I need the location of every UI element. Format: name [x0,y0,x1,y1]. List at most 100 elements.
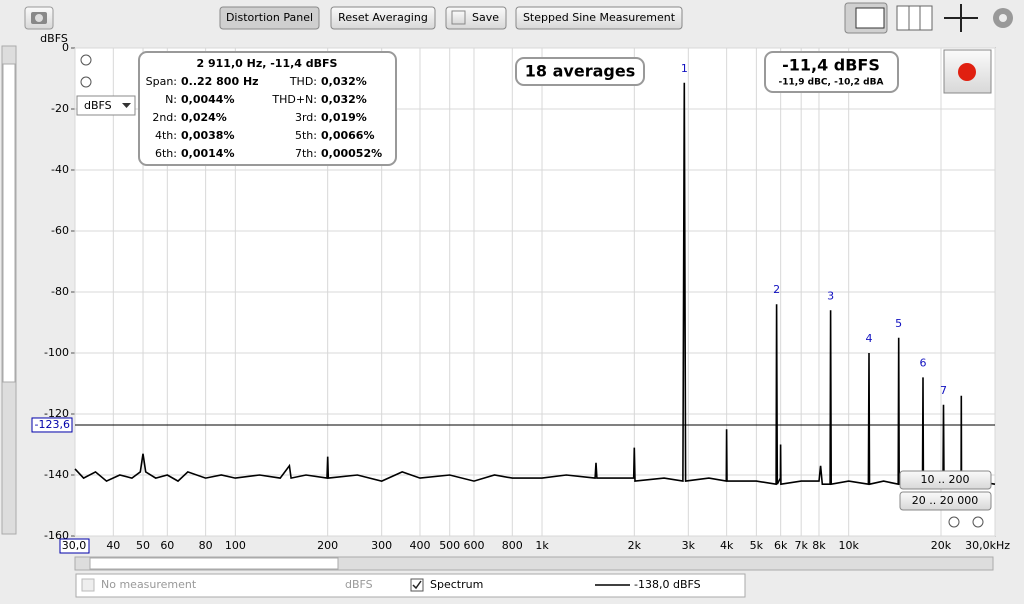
info-header: 2 911,0 Hz, -11,4 dBFS [197,57,338,70]
tick-label-box [59,538,90,554]
info-label: 5th: [295,129,317,142]
legend-unit: dBFS [345,578,373,591]
info-value: 0,00052% [321,147,382,160]
fit-button[interactable] [944,4,978,32]
x-tick-label: 50 [136,539,150,552]
info-value: 0,032% [321,75,367,88]
legend-value: -138,0 dBFS [634,578,701,591]
harmonic-label: 2 [773,283,780,296]
y-tick-label: -80 [51,285,69,298]
x-tick-label: 30,0 [62,539,87,552]
cursor-label-box [31,417,73,433]
checkbox[interactable] [81,578,95,592]
level-main: -11,4 dBFS [782,56,880,75]
x-tick-label: 4k [720,539,734,552]
info-label: THD+N: [271,93,317,106]
x-tick-label: 80 [199,539,213,552]
button-label: 20 .. 20 000 [912,494,978,507]
view-button[interactable] [844,2,888,34]
harmonic-label: 3 [827,289,834,302]
layout-button[interactable] [896,5,933,31]
x-tick-label: 500 [439,539,460,552]
x-tick-label: 8k [812,539,826,552]
y-tick-label: -100 [44,346,69,359]
zoom-buttons[interactable] [80,54,984,528]
button-label: Reset Averaging [338,11,428,24]
button-label: 10 .. 200 [921,473,970,486]
scrollbar-thumb[interactable] [2,63,16,383]
checkbox[interactable] [410,578,424,592]
info-value: 0,024% [181,111,227,124]
harmonic-label: 5 [895,317,902,330]
legend-text: No measurement [101,578,197,591]
x-tick-label: 10k [838,539,859,552]
camera-button[interactable] [24,6,54,30]
y-tick-label: 0 [62,41,69,54]
info-panel [138,51,397,166]
x-tick-label: 2k [628,539,642,552]
x-tick-label: 1k [535,539,549,552]
y-tick-label: -140 [44,468,69,481]
harmonic-label: 7 [940,384,947,397]
save-button[interactable]: Save [445,6,507,30]
info-rows: Span: 0..22 800 Hz THD: 0,032% N: 0,0044% THD+… [146,75,383,160]
x-tick-label: 6k [774,539,788,552]
x-tick-label: 30,0kHz [965,539,1010,552]
button-label: Stepped Sine Measurement [523,11,676,24]
range-button[interactable]: 20 .. 20 000 [899,491,992,511]
averages-text: 18 averages [525,62,635,81]
x-tick-label: 300 [371,539,392,552]
x-tick-label: 400 [409,539,430,552]
settings-button[interactable] [993,8,1013,28]
info-label: 7th: [295,147,317,160]
range-button[interactable]: 10 .. 200 [899,470,992,490]
spectrum-line [74,82,996,486]
level-sub: -11,9 dBC, -10,2 dBA [779,78,884,88]
level-box [764,51,899,93]
info-value: 0,019% [321,111,367,124]
y-tick-label: -60 [51,224,69,237]
info-value: 0..22 800 Hz [181,75,259,88]
button-label: Distortion Panel [226,11,313,24]
info-value: 0,0044% [181,93,234,106]
x-tick-label: 20k [931,539,952,552]
x-tick-label: 100 [225,539,246,552]
info-label: THD: [289,75,317,88]
x-tick-label: 800 [502,539,523,552]
y-tick-label: -40 [51,163,69,176]
x-tick-label: 600 [463,539,484,552]
dropdown-label: dBFS [84,99,112,112]
info-label: 2nd: [152,111,177,124]
info-value: 0,0014% [181,147,234,160]
x-tick-label: 40 [106,539,120,552]
scrollbar-thumb[interactable] [89,557,339,570]
info-value: 0,032% [321,93,367,106]
reset-averaging-button[interactable]: Reset Averaging [330,6,436,30]
button-label: Save [472,11,499,24]
stepped-sine-button[interactable]: Stepped Sine Measurement [515,6,683,30]
legend-series-name: Spectrum [430,578,483,591]
y-tick-label: -120 [44,407,69,420]
unit-dropdown[interactable]: dBFS [76,95,136,116]
x-tick-label: 200 [317,539,338,552]
x-tick-label: 5k [750,539,764,552]
harmonic-label: 1 [681,62,688,75]
info-value: 0,0038% [181,129,234,142]
cursor-label: -123,6 [35,418,70,431]
info-label: N: [165,93,177,106]
info-label: 4th: [155,129,177,142]
y-unit-label: dBFS [40,32,68,45]
info-label: Span: [146,75,177,88]
record-button[interactable] [943,49,992,94]
y-tick-label: -20 [51,102,69,115]
x-tick-label: 7k [794,539,808,552]
distortion-panel-button[interactable]: Distortion Panel [219,6,320,30]
info-value: 0,0066% [321,129,374,142]
info-label: 6th: [155,147,177,160]
averages-box [515,57,645,86]
harmonic-label: 6 [919,356,926,369]
x-tick-label: 60 [160,539,174,552]
harmonic-label: 4 [865,332,872,345]
